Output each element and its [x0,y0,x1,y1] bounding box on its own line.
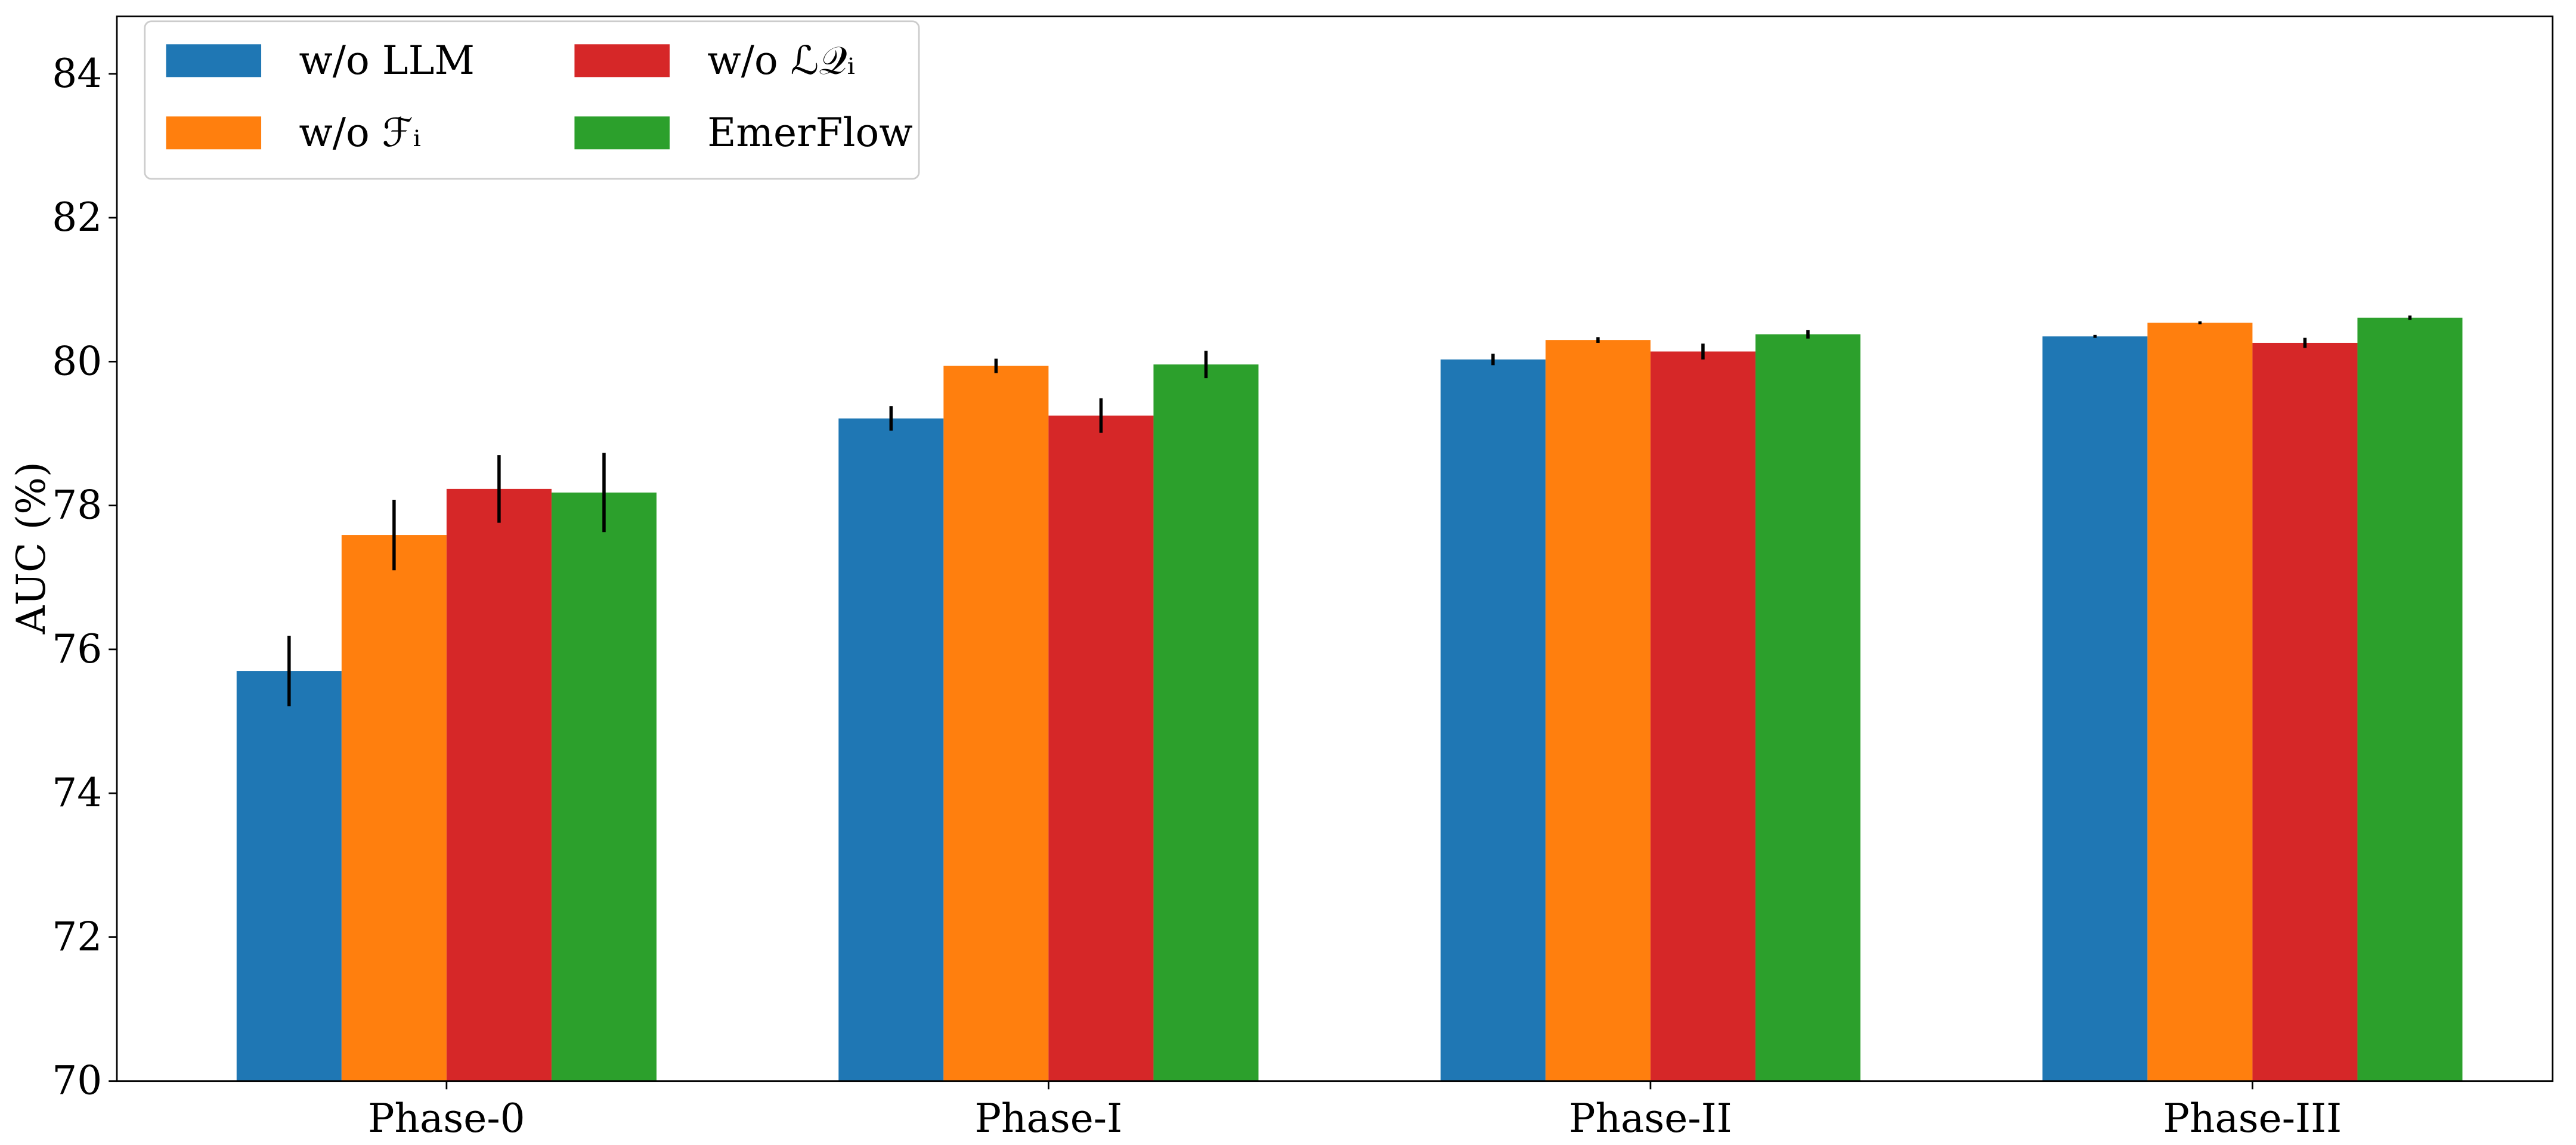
bar-Phase-I-3 [1153,364,1259,1081]
bar-Phase-II-1 [1545,340,1651,1081]
bar-Phase-0-2 [446,488,552,1081]
legend-frame [144,20,920,180]
bar-Phase-III-1 [2147,323,2253,1081]
y-tick-label: 72 [52,914,102,960]
bar-Phase-I-0 [838,418,944,1081]
x-tick-label: Phase-I [975,1096,1123,1141]
x-tick-label: Phase-0 [368,1096,525,1141]
bar-Phase-0-0 [236,671,342,1081]
plot-frame [116,16,2554,1082]
x-tick-label: Phase-III [2163,1096,2342,1141]
legend-swatch-1 [166,116,262,150]
bar-Phase-0-1 [341,535,447,1081]
legend-swatch-0 [166,44,262,78]
legend-label-1: w/o ℱᵢ [299,110,421,156]
bar-Phase-0-3 [551,492,657,1081]
legend: w/o LLM w/o ℱᵢ w/o ℒ𝒬ᵢ EmerFlow [144,20,920,180]
bar-Phase-III-0 [2042,336,2148,1081]
bar-Phase-II-3 [1755,334,1860,1081]
legend-swatch-3 [574,116,670,150]
x-axis: Phase-0 Phase-I Phase-II Phase-III [368,1081,2342,1141]
y-tick-label: 76 [52,626,102,672]
legend-swatch-2 [574,44,670,78]
bar-Phase-III-3 [2357,317,2463,1081]
bar-Phase-I-1 [943,366,1049,1081]
y-tick-label: 78 [52,482,102,528]
legend-label-3: EmerFlow [707,110,913,156]
bars-group [236,317,2463,1081]
y-tick-label: 84 [52,51,102,97]
y-tick-label: 80 [52,338,102,384]
bar-Phase-II-2 [1650,351,1755,1081]
bar-Phase-III-2 [2252,342,2358,1081]
x-tick-label: Phase-II [1569,1096,1732,1141]
legend-label-2: w/o ℒ𝒬ᵢ [707,38,855,83]
error-bars-group [287,315,2412,707]
y-tick-label: 74 [52,770,102,816]
bar-Phase-II-0 [1440,359,1546,1081]
legend-label-0: w/o LLM [299,38,475,83]
bar-Phase-I-2 [1048,415,1154,1081]
y-axis: 70 72 74 76 78 80 82 84 [52,51,117,1104]
y-tick-label: 70 [52,1058,102,1104]
y-axis-label: AUC (%) [8,462,54,635]
y-tick-label: 82 [52,194,102,240]
